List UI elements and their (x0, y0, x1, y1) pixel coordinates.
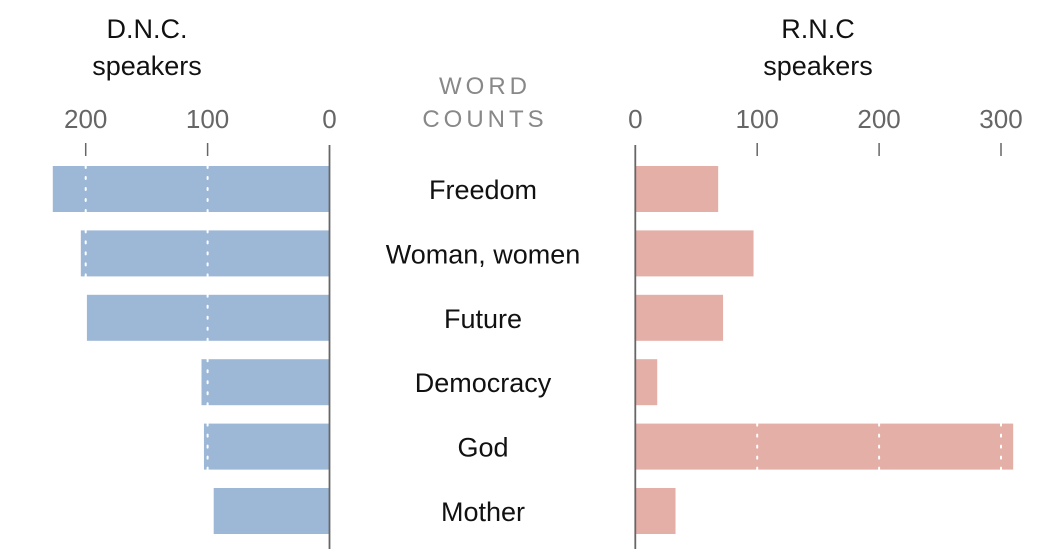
dnc-tick-label-100: 100 (186, 104, 229, 134)
dnc-tick-label-200: 200 (64, 104, 107, 134)
category-label: Future (444, 304, 522, 334)
dnc-bar-god (203, 423, 330, 470)
dnc-bar-democracy (201, 359, 330, 406)
rnc-title-line1: R.N.C (781, 14, 855, 44)
rnc-tick-label-0: 0 (628, 104, 642, 134)
category-label: Freedom (429, 175, 537, 205)
rnc-tick-label-200: 200 (857, 104, 900, 134)
dnc-title-line1: D.N.C. (107, 14, 188, 44)
rnc-tick-label-300: 300 (979, 104, 1022, 134)
rnc-bar-democracy (635, 359, 658, 406)
category-label: Democracy (415, 368, 552, 398)
rnc-tick-label-100: 100 (736, 104, 779, 134)
rnc-bar-freedom (635, 166, 719, 212)
dnc-title-line2: speakers (92, 51, 202, 81)
rnc-title-line2: speakers (763, 51, 873, 81)
dnc-tick-label-0: 0 (322, 104, 336, 134)
center-label-line2: COUNTS (422, 106, 547, 133)
category-label: Mother (441, 497, 525, 527)
rnc-bar-woman-women (635, 230, 754, 277)
rnc-bar-mother (635, 488, 676, 534)
dnc-bar-mother (213, 488, 330, 534)
dnc-bar-woman-women (80, 230, 330, 277)
category-label: God (457, 433, 508, 463)
rnc-bar-future (635, 294, 724, 341)
dnc-bar-freedom (52, 166, 330, 212)
rnc-bar-god (635, 423, 1014, 470)
category-label: Woman, women (386, 239, 581, 269)
center-label-line1: WORD (439, 73, 531, 100)
